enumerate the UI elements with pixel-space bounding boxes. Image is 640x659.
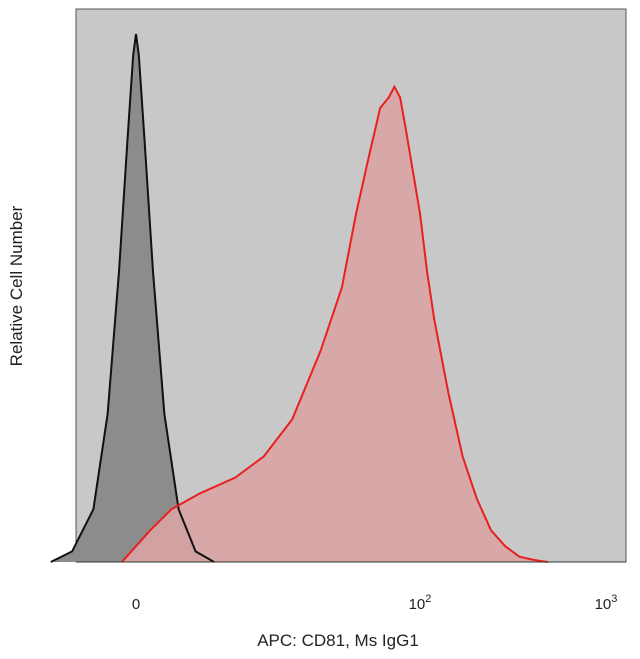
x-tick-label-10-3: 103 xyxy=(595,593,618,613)
x-axis-label: APC: CD81, Ms IgG1 xyxy=(257,631,419,650)
cd81-area xyxy=(121,86,548,563)
cd81-line xyxy=(121,84,548,563)
isotype-control-line xyxy=(50,33,215,563)
x-tick-label-0: 0 xyxy=(132,596,140,613)
y-axis-label: Relative Cell Number xyxy=(7,205,26,366)
isotype-control-area xyxy=(50,34,215,562)
x-tick-label-10-2: 102 xyxy=(409,593,432,613)
